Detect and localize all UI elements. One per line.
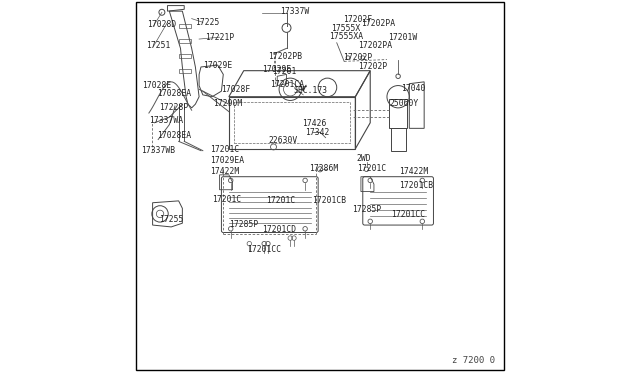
Text: 17202F: 17202F: [343, 15, 372, 24]
Text: 17201C: 17201C: [211, 145, 239, 154]
Text: 2WD: 2WD: [356, 154, 371, 163]
Text: 17286M: 17286M: [309, 164, 338, 173]
Text: 17201C: 17201C: [266, 196, 295, 205]
Text: 17555X: 17555X: [331, 24, 360, 33]
Text: 17028F: 17028F: [221, 85, 251, 94]
Text: 17202P: 17202P: [343, 53, 372, 62]
Text: 17201CA: 17201CA: [270, 80, 304, 89]
Text: 17337WA: 17337WA: [149, 116, 183, 125]
Text: 17225: 17225: [195, 18, 219, 27]
Bar: [179, 54, 191, 58]
Text: 17251: 17251: [146, 41, 170, 50]
Text: 17285P: 17285P: [229, 220, 258, 229]
Text: 17040: 17040: [401, 84, 426, 93]
Text: 17201: 17201: [273, 67, 297, 76]
Bar: [390, 128, 406, 151]
Text: 17422M: 17422M: [399, 167, 428, 176]
Bar: [179, 69, 191, 73]
Text: 17029E: 17029E: [203, 61, 232, 70]
Text: 17201CC: 17201CC: [392, 210, 426, 219]
Text: z 7200 0: z 7200 0: [452, 356, 495, 365]
Text: 17255: 17255: [159, 215, 184, 224]
Text: 17029EA: 17029EA: [211, 156, 244, 165]
Bar: [179, 39, 191, 43]
Text: 17202PA: 17202PA: [361, 19, 395, 28]
Text: 17337W: 17337W: [280, 7, 309, 16]
Bar: [389, 99, 408, 128]
Text: SEC.173: SEC.173: [293, 86, 327, 95]
Text: 25060Y: 25060Y: [389, 99, 419, 108]
Text: 17228P: 17228P: [159, 103, 189, 112]
Text: 22630V: 22630V: [269, 136, 298, 145]
Text: 17029E: 17029E: [262, 65, 292, 74]
Text: 17555XA: 17555XA: [329, 32, 363, 41]
Text: 17221P: 17221P: [205, 33, 234, 42]
Text: 17028EA: 17028EA: [157, 131, 191, 140]
Bar: [234, 102, 349, 143]
Text: 17202P: 17202P: [358, 62, 387, 71]
Text: 17201CB: 17201CB: [312, 196, 346, 205]
Text: 17201W: 17201W: [388, 33, 418, 42]
Text: 17028E: 17028E: [142, 81, 172, 90]
Text: 17201CB: 17201CB: [399, 181, 433, 190]
Text: 17422M: 17422M: [211, 167, 239, 176]
Text: 17337WB: 17337WB: [141, 146, 175, 155]
Text: 17290M: 17290M: [213, 99, 243, 108]
Text: 17201CD: 17201CD: [262, 225, 296, 234]
Text: 17202PA: 17202PA: [358, 41, 392, 50]
Text: 17426: 17426: [303, 119, 327, 128]
Text: 17028D: 17028D: [147, 20, 176, 29]
Text: 17285P: 17285P: [353, 205, 381, 214]
Bar: [179, 24, 191, 28]
Text: 17201C: 17201C: [212, 195, 241, 204]
Text: 17201C: 17201C: [357, 164, 387, 173]
Text: 17028EA: 17028EA: [157, 89, 191, 98]
Text: 17342: 17342: [305, 128, 330, 137]
Text: 17201CC: 17201CC: [248, 245, 282, 254]
Text: 17202PB: 17202PB: [268, 52, 302, 61]
